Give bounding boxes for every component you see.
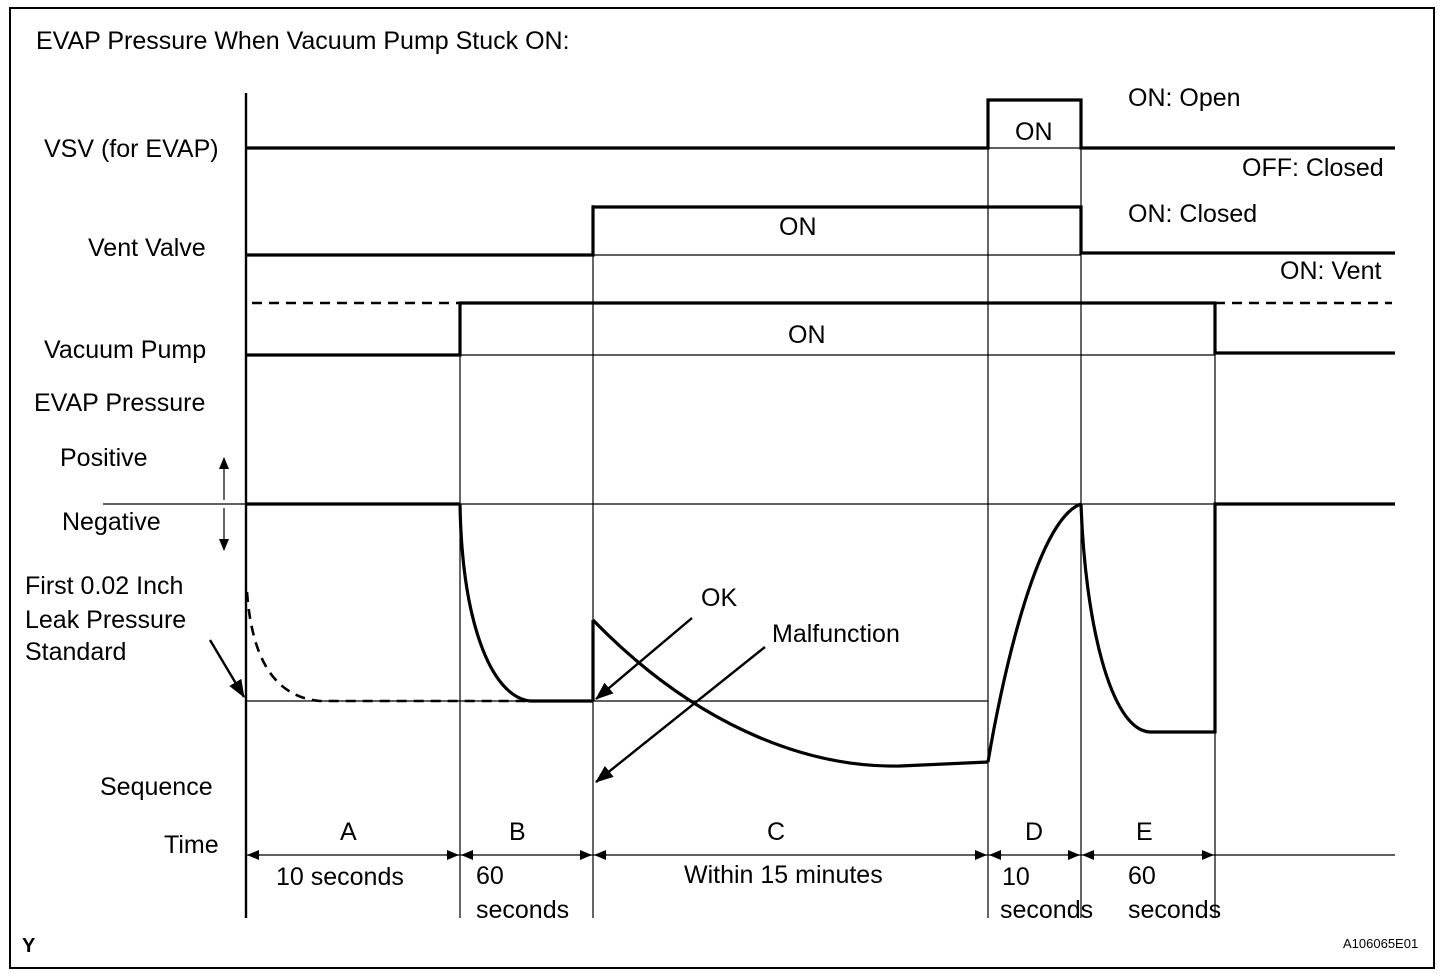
negative-label: Negative — [62, 508, 161, 536]
footer-left-mark: Y — [22, 935, 36, 957]
standard-label-line-1: First 0.02 Inch — [25, 572, 183, 600]
positive-label: Positive — [60, 444, 148, 472]
pressure-curve-c — [591, 618, 989, 768]
vacuum-pump-label: Vacuum Pump — [44, 336, 206, 364]
pressure-curve-d — [986, 502, 1082, 763]
diagram-title: EVAP Pressure When Vacuum Pump Stuck ON: — [36, 27, 570, 55]
vsv-off-state: OFF: Closed — [1242, 154, 1384, 182]
malfunction-arrow — [595, 646, 766, 783]
step-b-duration-2: seconds — [476, 896, 569, 924]
malfunction-label: Malfunction — [772, 620, 900, 648]
phase-boundaries — [459, 100, 1216, 918]
step-a-duration: 10 seconds — [276, 863, 404, 891]
pressure-curve-standard-dashed — [245, 591, 530, 703]
vent-valve-on-text: ON — [779, 213, 817, 241]
diagram-frame — [9, 7, 1435, 969]
step-d-duration-1: 10 — [1002, 863, 1030, 891]
standard-arrow — [208, 639, 246, 698]
step-code-c: C — [767, 818, 785, 846]
time-label: Time — [164, 831, 219, 859]
step-code-e: E — [1136, 818, 1153, 846]
step-e-duration-2: seconds — [1128, 896, 1221, 924]
standard-label-line-2: Leak Pressure — [25, 606, 186, 634]
pressure-curve-b — [458, 503, 593, 703]
step-code-d: D — [1025, 818, 1043, 846]
standard-label-line-3: Standard — [25, 638, 126, 666]
vent-valve-label: Vent Valve — [88, 234, 206, 262]
vsv-on-state: ON: Open — [1128, 84, 1241, 112]
sequence-label: Sequence — [100, 773, 213, 801]
vsv-on-text: ON — [1015, 118, 1053, 146]
vacuum-pump-signal — [246, 301, 1395, 357]
step-b-duration-1: 60 — [476, 862, 504, 890]
step-c-duration: Within 15 minutes — [684, 861, 883, 889]
figure-id: A106065E01 — [1343, 936, 1418, 951]
vacuum-pump-on-text: ON — [788, 321, 826, 349]
ok-label: OK — [701, 584, 737, 612]
evap-pressure-label: EVAP Pressure — [34, 389, 205, 417]
vent-valve-off-state: ON: Vent — [1280, 257, 1381, 285]
pressure-curve-e — [1079, 502, 1395, 734]
step-code-b: B — [509, 818, 526, 846]
step-d-duration-2: seconds — [1000, 896, 1093, 924]
vent-valve-on-state: ON: Closed — [1128, 200, 1257, 228]
vsv-signal — [246, 98, 1395, 150]
vent-valve-signal — [246, 205, 1395, 257]
vsv-label: VSV (for EVAP) — [44, 135, 219, 163]
step-e-duration-1: 60 — [1128, 862, 1156, 890]
step-code-a: A — [340, 818, 357, 846]
ok-arrow — [595, 617, 693, 700]
